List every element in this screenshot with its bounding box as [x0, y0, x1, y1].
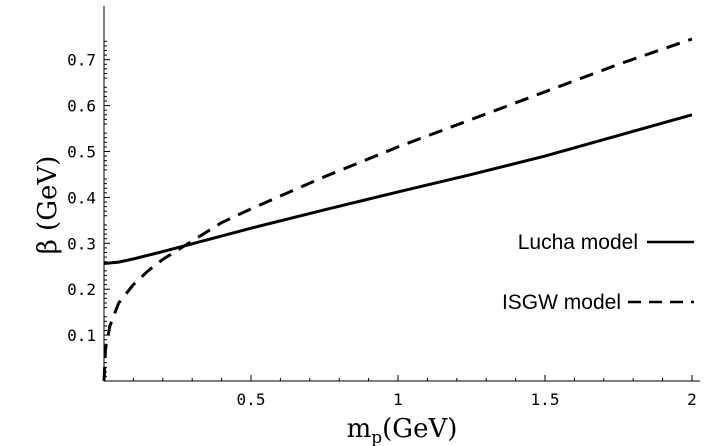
y-tick-label: 0.5 — [67, 143, 96, 162]
x-axis-title: mp(GeV) — [347, 414, 458, 446]
legend-label-isgw: ISGW model — [502, 291, 621, 314]
x-tick-label: 0.5 — [237, 390, 266, 409]
y-tick-label: 0.7 — [67, 51, 96, 70]
y-tick-label: 0.6 — [67, 97, 96, 116]
y-tick-label: 0.2 — [67, 280, 96, 299]
legend: Lucha model ISGW model — [502, 231, 694, 314]
x-axis-title-main: m — [347, 414, 372, 444]
y-tick-label: 0.3 — [67, 234, 96, 253]
x-axis-title-subscript: p — [371, 428, 382, 446]
y-tick-label: 0.1 — [67, 326, 96, 345]
series-layer — [102, 37, 693, 382]
x-tick-label: 1 — [393, 390, 403, 409]
x-axis-title-unit: (GeV) — [382, 414, 457, 444]
legend-label-lucha: Lucha model — [518, 231, 638, 254]
y-tick-label: 0.4 — [67, 188, 96, 207]
x-tick-label: 1.5 — [531, 390, 560, 409]
ticks: 0.5 1 1.5 2 0.1 0.2 0.3 0.4 0.5 0.6 0.7 — [67, 40, 697, 409]
x-tick-label: 2 — [687, 390, 697, 409]
axes — [103, 6, 700, 382]
y-axis-title: β (GeV) — [33, 156, 63, 255]
series-line-lucha — [103, 113, 693, 265]
series-line-isgw — [102, 37, 693, 382]
